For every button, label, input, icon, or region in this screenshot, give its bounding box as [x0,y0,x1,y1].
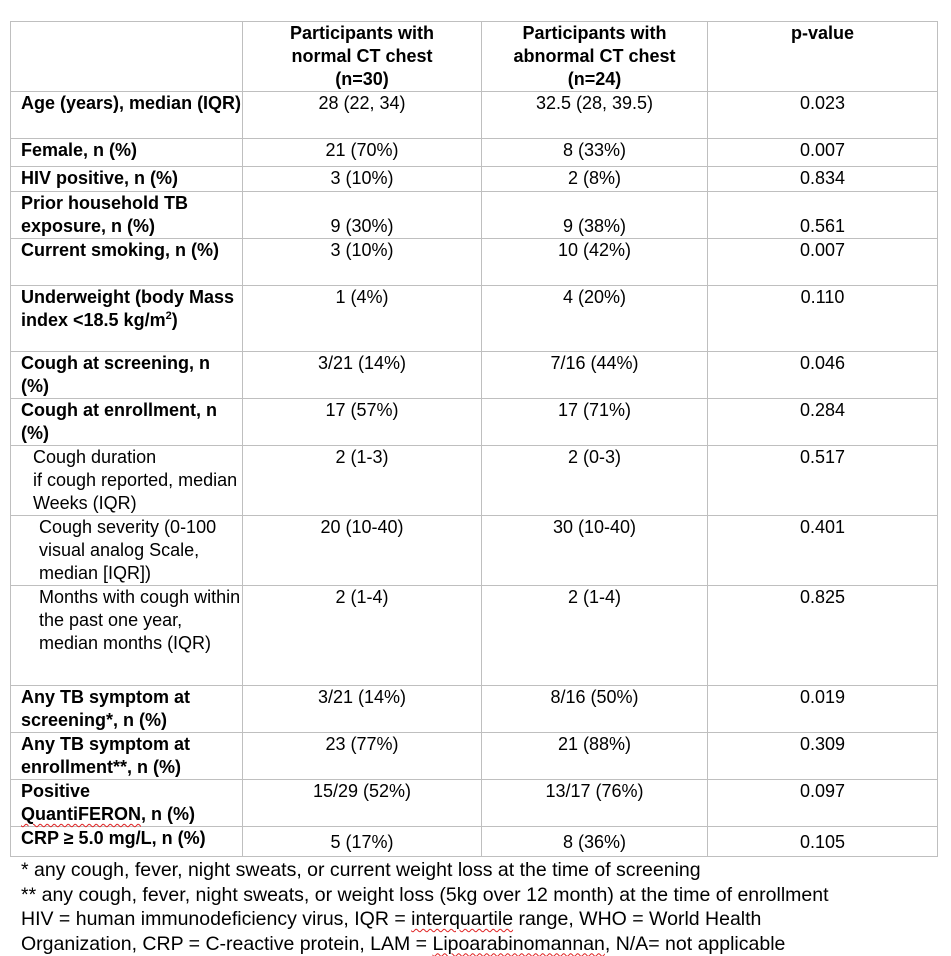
p-value: 0.834 [708,167,938,192]
row-label: Cough at enrollment, n (%) [11,399,243,446]
table-row: Underweight (body Mass index <18.5 kg/m2… [11,286,938,352]
table-row: Age (years), median (IQR) 28 (22, 34) 32… [11,92,938,139]
normal-value: 3 (10%) [243,239,482,286]
row-label: Female, n (%) [11,139,243,167]
abnormal-value: 7/16 (44%) [482,352,708,399]
table-footnotes: * any cough, fever, night sweats, or cur… [21,858,946,956]
normal-value: 5 (17%) [243,827,482,857]
table-row: Cough at screening, n (%) 3/21 (14%) 7/1… [11,352,938,399]
p-value: 0.401 [708,516,938,586]
abnormal-value: 2 (8%) [482,167,708,192]
table-row: Any TB symptom at enrollment**, n (%) 23… [11,733,938,780]
table-row: CRP ≥ 5.0 mg/L, n (%) 5 (17%) 8 (36%) 0.… [11,827,938,857]
row-label: Age (years), median (IQR) [11,92,243,139]
row-label: Cough at screening, n (%) [11,352,243,399]
abnormal-value: 8 (33%) [482,139,708,167]
p-value: 0.561 [708,192,938,239]
spellcheck-underline: QuantiFERON [21,804,141,824]
row-label: HIV positive, n (%) [11,167,243,192]
normal-value: 3/21 (14%) [243,352,482,399]
normal-value: 23 (77%) [243,733,482,780]
p-value: 0.825 [708,586,938,686]
row-label: Cough severity (0-100 visual analog Scal… [11,516,243,586]
abnormal-value: 32.5 (28, 39.5) [482,92,708,139]
p-value: 0.007 [708,139,938,167]
p-value: 0.007 [708,239,938,286]
header-label [11,22,243,92]
abnormal-value: 9 (38%) [482,192,708,239]
p-value: 0.019 [708,686,938,733]
row-label: Any TB symptom at screening*, n (%) [11,686,243,733]
normal-value: 9 (30%) [243,192,482,239]
normal-value: 2 (1-4) [243,586,482,686]
normal-value: 20 (10-40) [243,516,482,586]
p-value: 0.097 [708,780,938,827]
normal-value: 3 (10%) [243,167,482,192]
table-row: Months with cough within the past one ye… [11,586,938,686]
abnormal-value: 17 (71%) [482,399,708,446]
p-value: 0.023 [708,92,938,139]
p-value: 0.284 [708,399,938,446]
table-row: Any TB symptom at screening*, n (%) 3/21… [11,686,938,733]
footnote-abbreviations-cont: Organization, CRP = C-reactive protein, … [21,932,946,956]
normal-value: 17 (57%) [243,399,482,446]
abnormal-value: 8/16 (50%) [482,686,708,733]
normal-value: 15/29 (52%) [243,780,482,827]
abnormal-value: 10 (42%) [482,239,708,286]
abnormal-value: 21 (88%) [482,733,708,780]
table-row: Cough severity (0-100 visual analog Scal… [11,516,938,586]
footnote-enrollment: ** any cough, fever, night sweats, or we… [21,883,946,908]
normal-value: 21 (70%) [243,139,482,167]
p-value: 0.517 [708,446,938,516]
row-label: Current smoking, n (%) [11,239,243,286]
p-value: 0.105 [708,827,938,857]
abnormal-value: 2 (0-3) [482,446,708,516]
row-label: Prior household TB exposure, n (%) [11,192,243,239]
footnote-screening: * any cough, fever, night sweats, or cur… [21,858,946,883]
abnormal-value: 4 (20%) [482,286,708,352]
table-row: Cough at enrollment, n (%) 17 (57%) 17 (… [11,399,938,446]
normal-value: 2 (1-3) [243,446,482,516]
table-row: Current smoking, n (%) 3 (10%) 10 (42%) … [11,239,938,286]
row-label: Underweight (body Mass index <18.5 kg/m2… [11,286,243,352]
table-row: HIV positive, n (%) 3 (10%) 2 (8%) 0.834 [11,167,938,192]
footnote-abbreviations: HIV = human immunodeficiency virus, IQR … [21,907,946,932]
normal-value: 1 (4%) [243,286,482,352]
table-row: Prior household TB exposure, n (%) 9 (30… [11,192,938,239]
abnormal-value: 2 (1-4) [482,586,708,686]
p-value: 0.110 [708,286,938,352]
table-row: Female, n (%) 21 (70%) 8 (33%) 0.007 [11,139,938,167]
abnormal-value: 30 (10-40) [482,516,708,586]
p-value: 0.046 [708,352,938,399]
header-p-value: p-value [708,22,938,92]
row-label: CRP ≥ 5.0 mg/L, n (%) [11,827,243,857]
normal-value: 3/21 (14%) [243,686,482,733]
row-label: Any TB symptom at enrollment**, n (%) [11,733,243,780]
normal-value: 28 (22, 34) [243,92,482,139]
abnormal-value: 8 (36%) [482,827,708,857]
row-label: Months with cough within the past one ye… [11,586,243,686]
p-value: 0.309 [708,733,938,780]
abnormal-value: 13/17 (76%) [482,780,708,827]
